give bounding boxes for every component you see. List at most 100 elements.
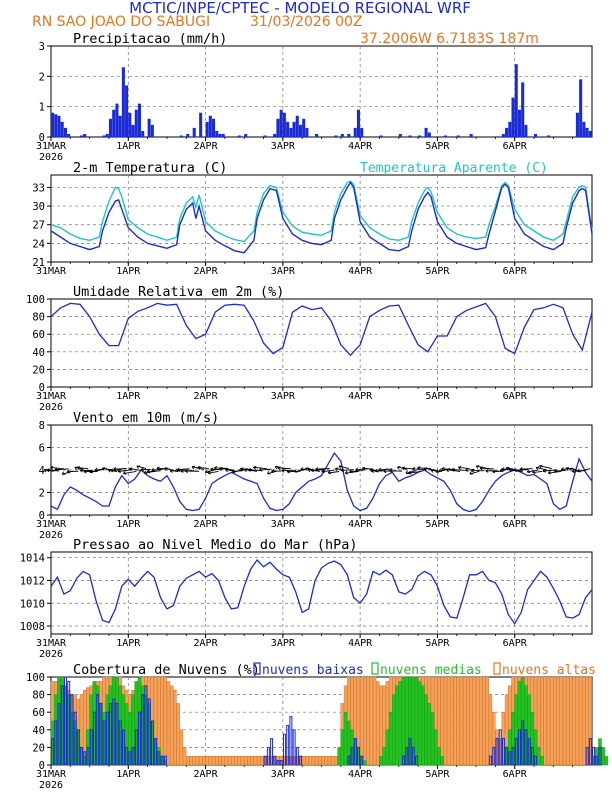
wind-vector-head [547, 470, 552, 475]
precip-bar [427, 132, 431, 137]
low-cloud-bar [289, 716, 293, 766]
x-tick-label: 31MAR [36, 141, 67, 152]
precip-bar [102, 135, 106, 137]
wind-vector [177, 468, 190, 471]
precip-bar [469, 133, 473, 137]
low-cloud-bar [588, 738, 592, 766]
wind-vector [328, 471, 340, 474]
low-cloud-bar [270, 738, 274, 766]
x-tick-label: 6APR [503, 638, 528, 649]
wind-vector-head [485, 468, 489, 473]
precip-bar [286, 121, 290, 137]
low-cloud-bar [51, 738, 55, 766]
y-tick-label: 20 [32, 364, 45, 376]
wind-vector-head [361, 466, 366, 471]
wind-vector-head [225, 468, 229, 473]
high-cloud-bar [562, 676, 567, 766]
wind-vector-head [408, 470, 412, 475]
low-cloud-bar [408, 738, 412, 766]
high-cloud-bar [482, 676, 486, 766]
wind-vector [554, 469, 567, 472]
wind-vector-head [101, 467, 106, 471]
precip-bar [237, 135, 241, 137]
wind-vector [458, 467, 470, 470]
high-cloud-bar [543, 676, 547, 766]
low-cloud-bar [154, 738, 158, 766]
precip-bar [534, 133, 538, 137]
x-year-label: 2026 [39, 402, 63, 413]
high-cloud-bar [327, 756, 332, 766]
precip-bar [334, 135, 338, 137]
precip-bar [60, 121, 64, 137]
y-tick-label: 80 [32, 312, 45, 324]
high-cloud-bar [215, 756, 219, 766]
low-cloud-bar [109, 702, 113, 766]
high-cloud-bar [256, 756, 261, 766]
x-tick-label: 3APR [271, 266, 296, 277]
low-cloud-bar [67, 680, 71, 766]
high-cloud-bar [475, 676, 480, 766]
high-cloud-bar [443, 676, 448, 766]
precip-bar [125, 85, 129, 137]
wind-vector [253, 466, 267, 470]
low-cloud-bar [118, 720, 122, 766]
wind-vector-head [532, 470, 536, 474]
mid-cloud-bar [424, 694, 428, 766]
high-cloud-bar [250, 756, 254, 766]
high-cloud-bar [462, 676, 467, 766]
x-tick-label: 4APR [348, 519, 373, 530]
precip-bar [360, 127, 364, 137]
wind-vector-head [300, 467, 304, 471]
precip-bar [115, 103, 119, 137]
low-cloud-bar [530, 746, 534, 766]
humidity-line [50, 302, 593, 357]
x-tick-label: 5APR [425, 519, 450, 530]
high-cloud-bar [189, 756, 193, 766]
low-cloud-bar [141, 694, 145, 766]
low-cloud-bar [147, 698, 151, 766]
high-cloud-bar [566, 676, 570, 766]
low-cloud-bar [73, 711, 77, 766]
high-cloud-bar [440, 676, 444, 766]
precip-bar [289, 127, 293, 137]
wind-vector-head [571, 469, 575, 474]
low-cloud-bar [93, 711, 96, 766]
coords-label: 37.2006W 6.7183S 187m [360, 31, 539, 47]
mid-cloud-bar [604, 756, 609, 766]
x-tick-label: 3APR [271, 769, 296, 780]
precip-bar [186, 133, 190, 137]
low-cloud-bar [57, 702, 61, 766]
low-cloud-bar [64, 676, 67, 766]
mid-cloud-bar [395, 685, 399, 766]
wind-vector-head [438, 468, 443, 472]
low-cloud-bar [498, 729, 502, 766]
mid-cloud-bar [340, 729, 345, 766]
low-cloud-bar [511, 746, 515, 766]
precip-bar [263, 135, 267, 137]
precip-bar [292, 121, 296, 137]
high-cloud-bar [311, 756, 316, 766]
wind-vector-head [565, 466, 569, 471]
high-cloud-bar [446, 676, 451, 766]
wind-vector [294, 468, 306, 473]
wind-vector [577, 468, 591, 472]
precip-bar [379, 135, 383, 137]
high-cloud-bar [485, 676, 489, 766]
precip-bar [141, 130, 145, 137]
wind-vector-head [430, 468, 434, 473]
precip-bar [276, 118, 280, 137]
wind-vector [66, 470, 79, 473]
wind-vector [267, 470, 277, 475]
wind-vector-head [294, 469, 298, 473]
precip-bar [302, 118, 306, 137]
mid-cloud-bar [421, 685, 425, 766]
y-tick-label: 40 [32, 725, 45, 737]
x-year-label: 2026 [39, 780, 63, 791]
y-tick-label: 1 [39, 102, 45, 114]
low-cloud-bar [411, 746, 415, 766]
y-tick-label: 1014 [20, 553, 45, 565]
high-cloud-bar [379, 685, 383, 766]
high-cloud-bar [208, 756, 213, 766]
precip-bar [57, 115, 61, 137]
